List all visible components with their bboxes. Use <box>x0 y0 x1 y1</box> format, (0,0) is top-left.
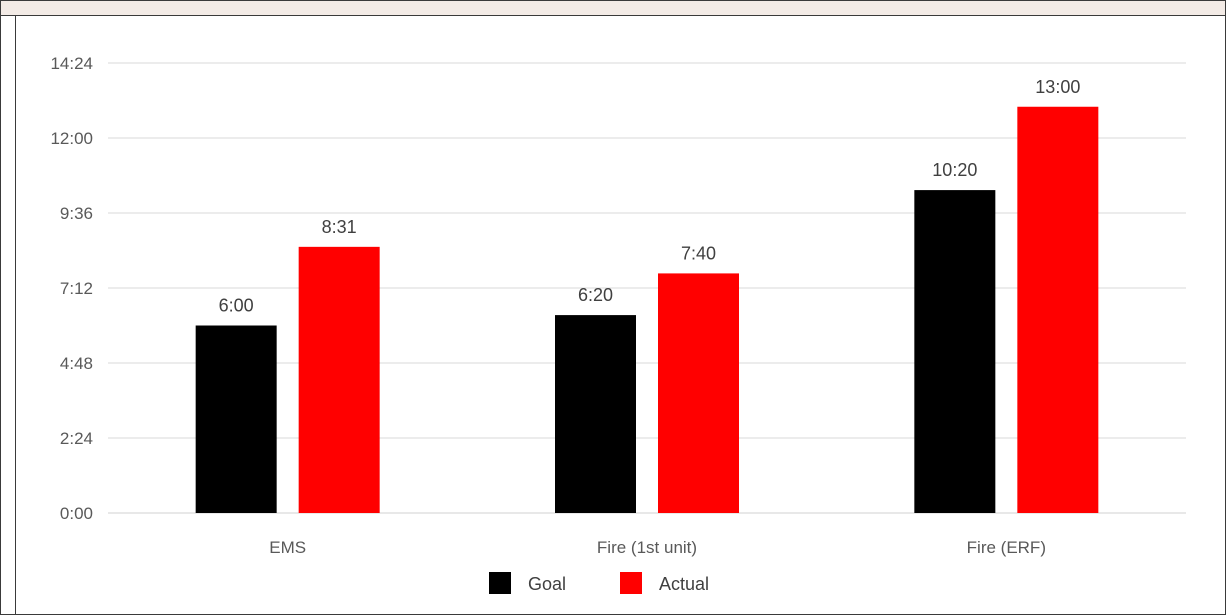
legend-label-goal: Goal <box>528 574 566 594</box>
bar-actual <box>658 273 739 513</box>
x-category-label: EMS <box>269 538 306 557</box>
legend-label-actual: Actual <box>659 574 709 594</box>
data-label-goal: 10:20 <box>932 160 977 180</box>
data-label-goal: 6:20 <box>578 285 613 305</box>
y-tick-label: 0:00 <box>60 504 93 523</box>
data-label-actual: 8:31 <box>322 217 357 237</box>
header-strip <box>1 1 1225 16</box>
bar-goal <box>555 315 636 513</box>
legend-swatch-goal <box>489 572 511 594</box>
y-tick-label: 9:36 <box>60 204 93 223</box>
data-label-actual: 13:00 <box>1035 77 1080 97</box>
x-category-label: Fire (1st unit) <box>597 538 697 557</box>
bar-goal <box>195 325 277 513</box>
bar-goal <box>914 190 996 513</box>
data-label-actual: 7:40 <box>681 243 716 263</box>
y-tick-label: 7:12 <box>60 279 93 298</box>
x-category-label: Fire (ERF) <box>967 538 1046 557</box>
data-label-goal: 6:00 <box>219 296 254 316</box>
y-tick-label: 2:24 <box>60 429 93 448</box>
bar-actual <box>1017 106 1099 513</box>
legend-swatch-actual <box>620 572 642 594</box>
left-border <box>15 16 16 614</box>
bar-actual <box>298 246 380 513</box>
y-tick-label: 12:00 <box>50 129 93 148</box>
y-tick-label: 14:24 <box>50 54 93 73</box>
y-tick-label: 4:48 <box>60 354 93 373</box>
